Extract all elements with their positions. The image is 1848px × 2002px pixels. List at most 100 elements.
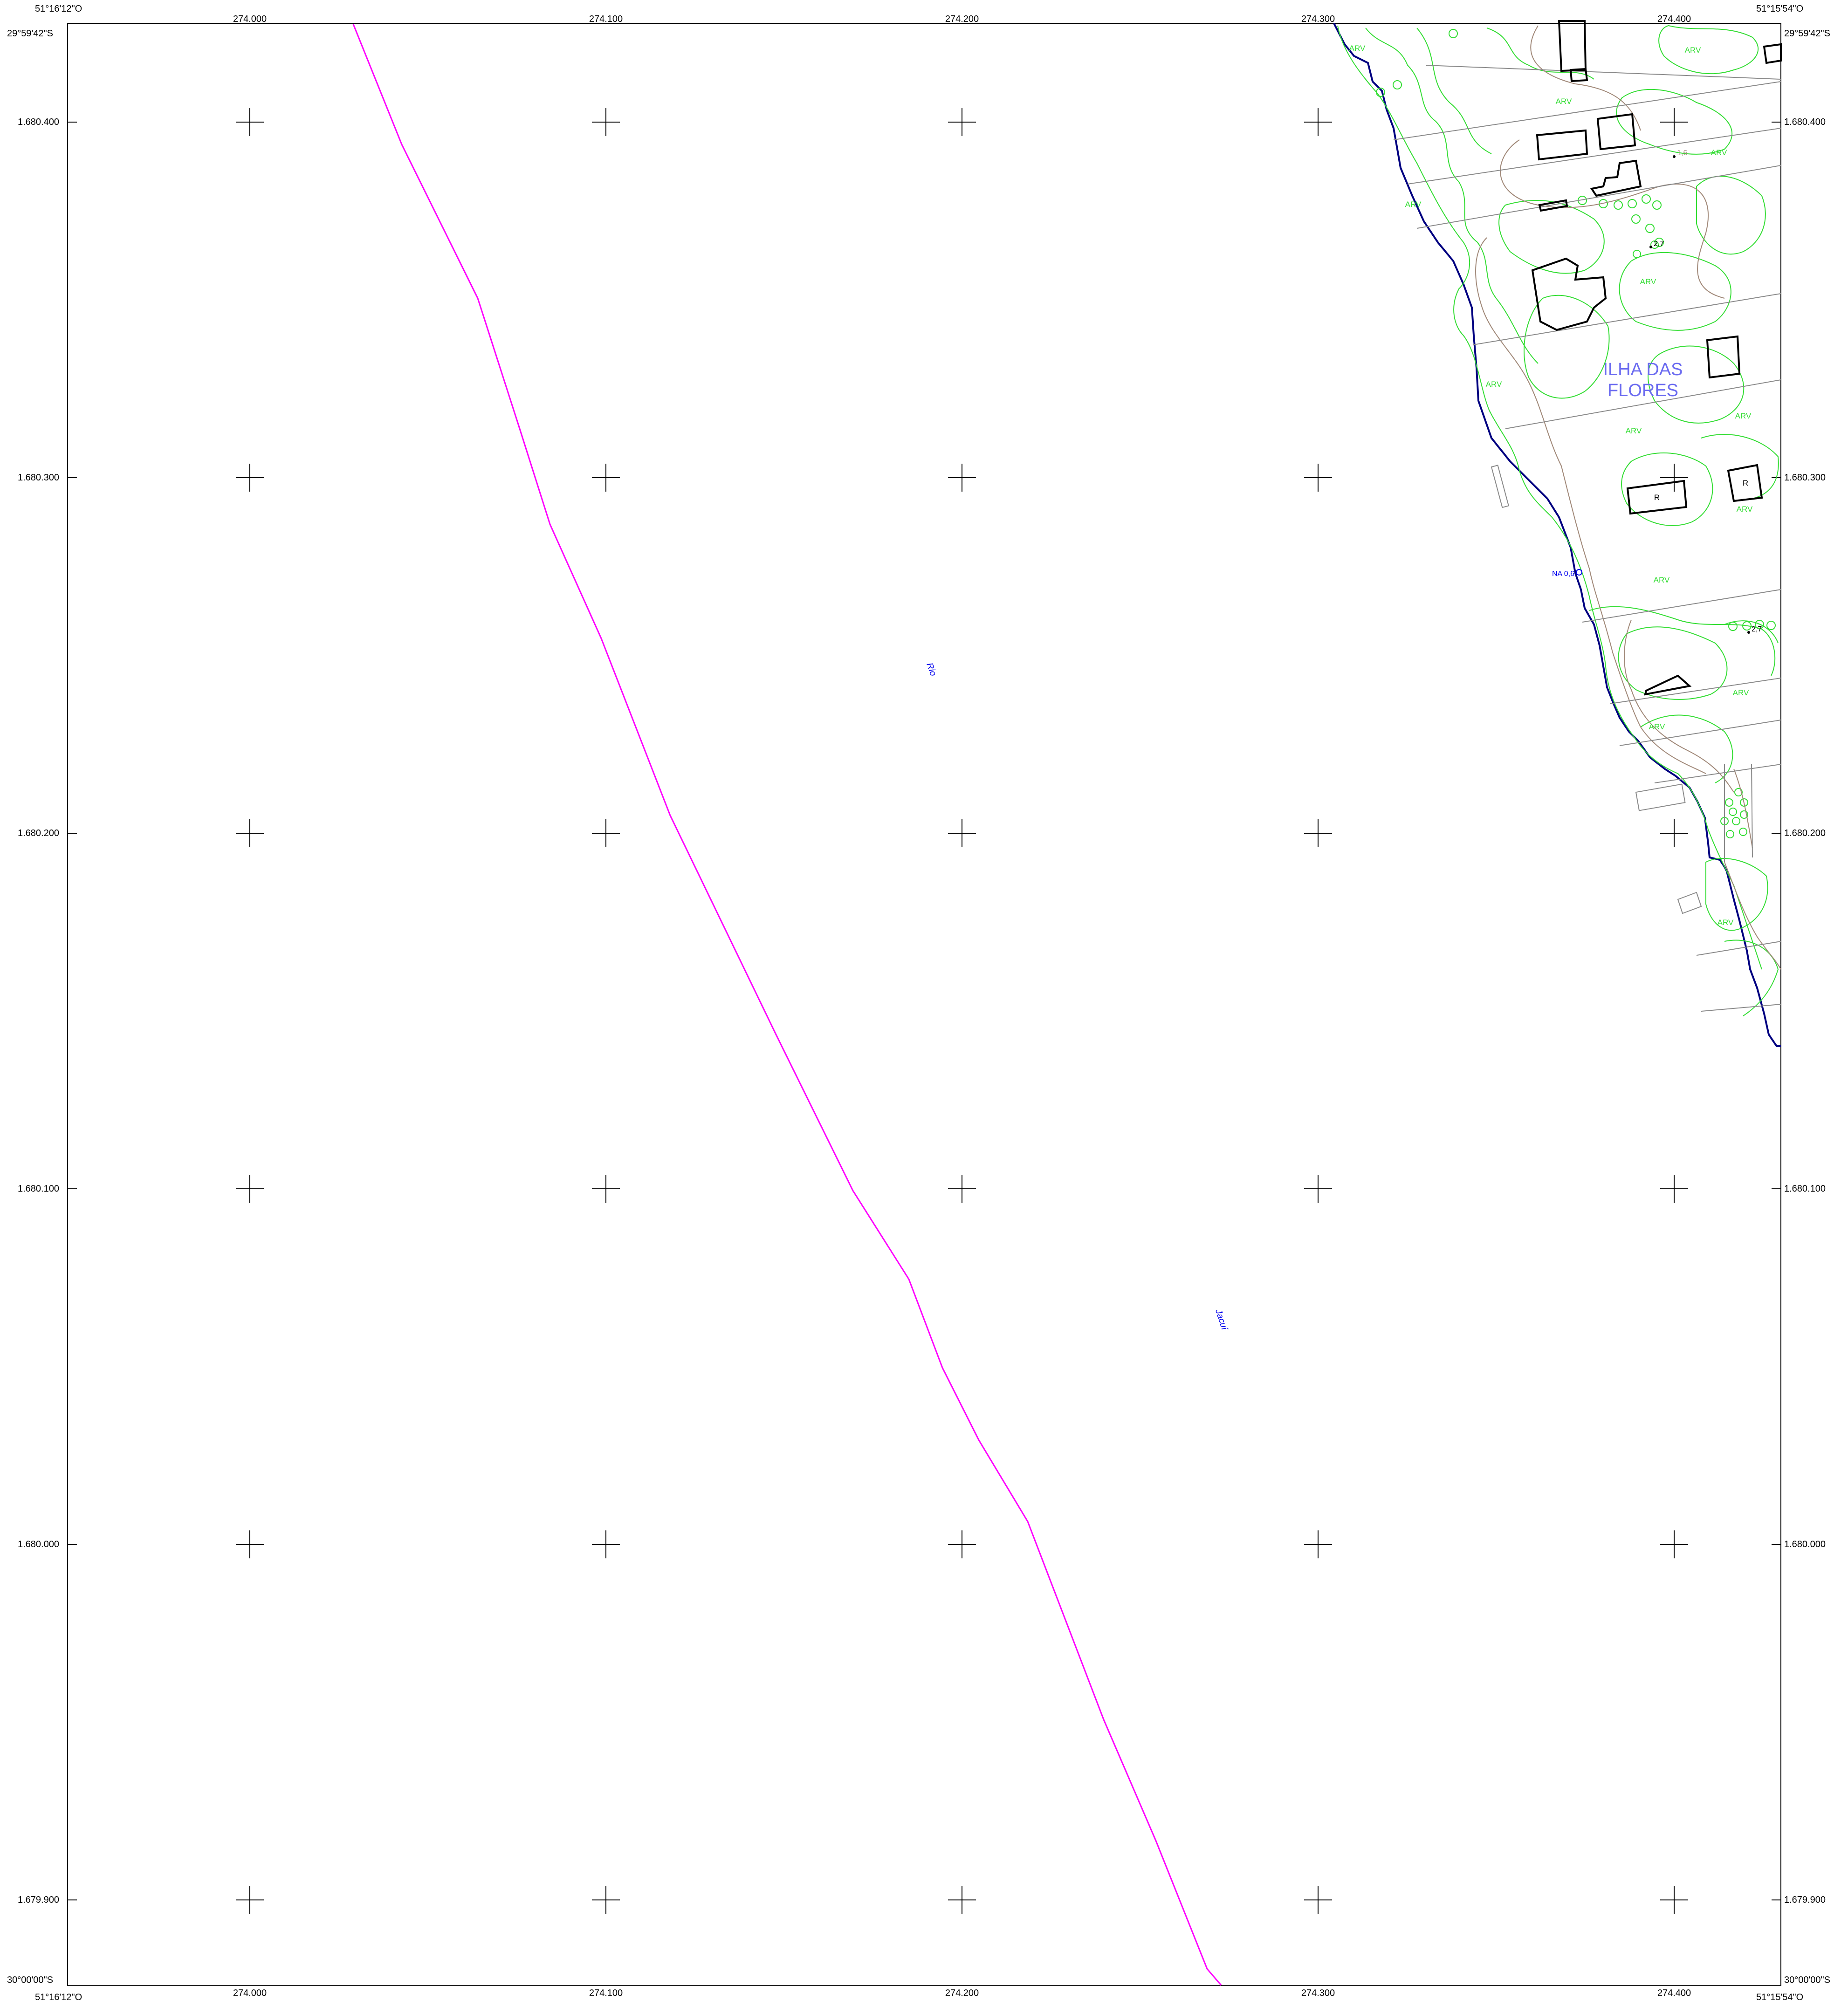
boundary-line — [352, 24, 1222, 1986]
easting-label-top: 274.100 — [589, 14, 623, 24]
grid-cross — [1304, 1175, 1332, 1203]
grid-cross — [592, 819, 620, 847]
grid-cross — [1660, 819, 1688, 847]
building — [1569, 68, 1588, 82]
building — [1558, 20, 1587, 72]
corner-lon-top-left: 51°16'12"O — [35, 4, 82, 14]
grid-cross — [948, 819, 976, 847]
northing-label-left: 1.680.000 — [18, 1539, 59, 1549]
building — [1536, 129, 1588, 161]
building — [1763, 43, 1782, 64]
buildings — [1531, 20, 1782, 696]
building — [1590, 159, 1642, 197]
place-name-line-1: ILHA DAS — [1603, 360, 1683, 379]
grid-cross — [948, 464, 976, 492]
vegetation-label: ARV — [1654, 576, 1670, 584]
easting-label-top: 274.300 — [1301, 14, 1335, 24]
island: R R ARV ARV ARV ARV ARV ARV ARV ARV ARV … — [1333, 20, 1782, 1047]
building — [1626, 480, 1688, 515]
grid-cross — [1660, 464, 1688, 492]
grid-cross — [1660, 1175, 1688, 1203]
northing-label-right: 1.679.900 — [1784, 1895, 1826, 1905]
grid-cross — [1660, 1886, 1688, 1914]
vegetation-label: ARV — [1486, 380, 1502, 389]
vegetation-areas — [1337, 25, 1779, 1016]
grid-cross — [592, 464, 620, 492]
river-label-jacui: Jacuí — [1213, 1308, 1230, 1332]
building-label: R — [1743, 479, 1748, 487]
building — [1727, 464, 1763, 502]
corner-lon-bottom-right: 51°15'54"O — [1756, 1992, 1803, 2002]
map-frame — [67, 23, 1781, 1986]
corner-lon-top-right: 51°15'54"O — [1756, 4, 1803, 14]
building — [1538, 199, 1568, 212]
grid-cross — [948, 1530, 976, 1558]
water-level-marker — [1576, 569, 1582, 576]
grid-cross — [592, 108, 620, 136]
corner-lat-top-left: 29°59'42"S — [7, 28, 53, 39]
northing-label-left: 1.680.100 — [18, 1184, 59, 1194]
grid-cross — [1304, 1530, 1332, 1558]
easting-label-top: 274.000 — [233, 14, 267, 24]
grid-cross — [592, 1886, 620, 1914]
spot-height-label: 1,6 — [1677, 149, 1687, 157]
easting-label-bottom: 274.200 — [945, 1988, 979, 1998]
northing-label-left: 1.679.900 — [18, 1895, 59, 1905]
lot-lines — [1393, 65, 1781, 1012]
grid-cross — [1660, 1530, 1688, 1558]
corner-lon-bottom-left: 51°16'12"O — [35, 1992, 82, 2002]
grid-cross — [236, 819, 264, 847]
vegetation-label: ARV — [1685, 46, 1701, 55]
easting-label-top: 274.200 — [945, 14, 979, 24]
building — [1706, 335, 1741, 379]
northing-label-left: 1.680.200 — [18, 828, 59, 838]
vegetation-label: ARV — [1405, 200, 1422, 209]
building — [1644, 674, 1692, 696]
water-level-label: NA 0,6 — [1552, 570, 1574, 578]
grid-cross — [592, 1175, 620, 1203]
northing-label-right: 1.680.000 — [1784, 1539, 1826, 1549]
grid-cross — [948, 108, 976, 136]
grid-cross — [1660, 108, 1688, 136]
grid-cross — [1304, 819, 1332, 847]
easting-label-bottom: 274.300 — [1301, 1988, 1335, 1998]
corner-lat-bottom-left: 30°00'00"S — [7, 1975, 53, 1985]
grid-crosses — [68, 108, 1781, 1914]
building — [1531, 257, 1607, 331]
spot-height-point — [1649, 246, 1652, 248]
corner-lat-top-right: 29°59'42"S — [1784, 28, 1830, 39]
easting-label-bottom: 274.400 — [1657, 1988, 1691, 1998]
easting-label-bottom: 274.000 — [233, 1988, 267, 1998]
grid-cross — [948, 1175, 976, 1203]
spot-height-label: 2,7 — [1654, 240, 1664, 248]
spot-height-point — [1747, 631, 1750, 634]
vegetation-label: ARV — [1626, 426, 1642, 435]
vegetation-label: ARV — [1711, 148, 1727, 157]
northing-label-left: 1.680.400 — [18, 117, 59, 127]
grid-cross — [236, 1886, 264, 1914]
vegetation-label: ARV — [1717, 918, 1734, 927]
grid-cross — [236, 108, 264, 136]
grid-cross — [1304, 464, 1332, 492]
vegetation-label: ARV — [1640, 277, 1656, 286]
building — [1596, 113, 1636, 151]
northing-label-left: 1.680.300 — [18, 473, 59, 483]
grid-cross — [1304, 1886, 1332, 1914]
spot-height-point — [1673, 155, 1676, 158]
northing-label-right: 1.680.400 — [1784, 117, 1826, 127]
vegetation-label: ARV — [1556, 97, 1572, 106]
grid-cross — [948, 1886, 976, 1914]
northing-label-right: 1.680.200 — [1784, 828, 1826, 838]
easting-label-bottom: 274.100 — [589, 1988, 623, 1998]
building-label: R — [1654, 493, 1660, 502]
easting-label-top: 274.400 — [1657, 14, 1691, 24]
grid-cross — [592, 1530, 620, 1558]
spot-height-label: 2,7 — [1752, 625, 1762, 633]
northing-label-right: 1.680.300 — [1784, 473, 1826, 483]
vegetation-label: ARV — [1737, 505, 1753, 514]
northing-label-right: 1.680.100 — [1784, 1184, 1826, 1194]
place-name-line-2: FLORES — [1608, 381, 1678, 400]
vegetation-label: ARV — [1733, 688, 1749, 697]
vegetation-label: ARV — [1649, 722, 1665, 731]
